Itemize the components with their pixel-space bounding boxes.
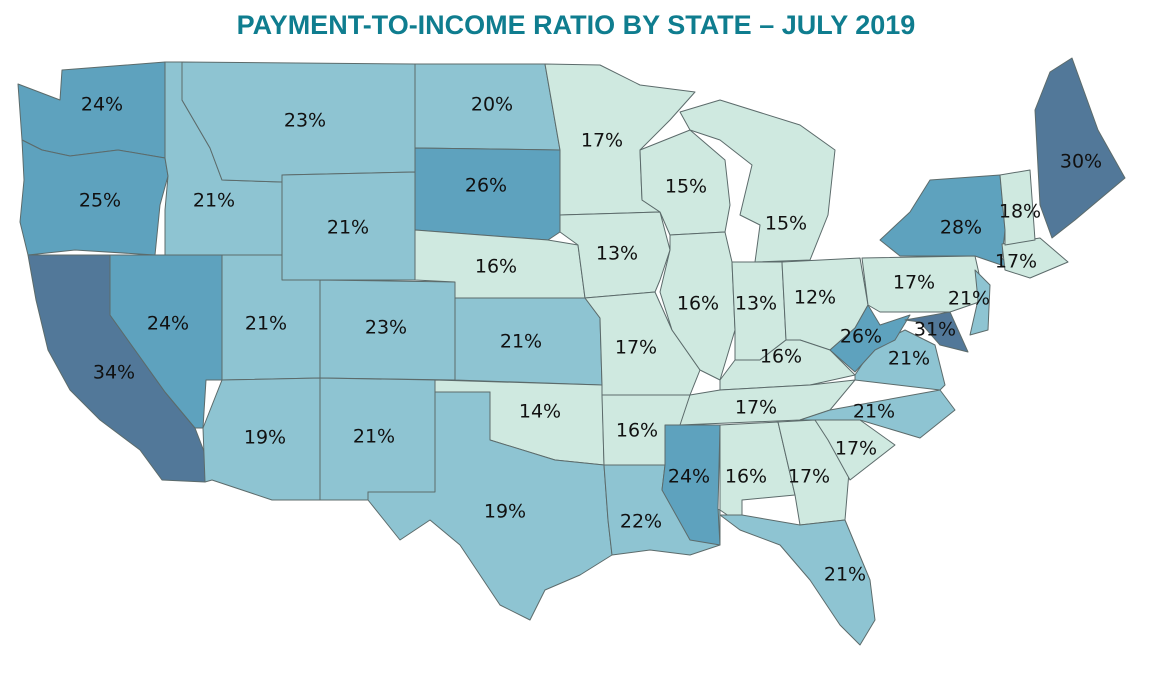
state-label-az: 19% [244,427,286,449]
state-label-mo: 17% [615,337,657,359]
state-label-ny: 28% [940,217,982,239]
state-label-oh: 12% [794,287,836,309]
state-label-fl: 21% [824,564,866,586]
state-me [1034,57,1126,239]
state-label-ar: 16% [616,420,658,442]
state-label-nj: 21% [948,288,990,310]
state-label-va: 21% [888,348,930,370]
state-or [19,139,169,256]
state-label-ca: 34% [93,362,135,384]
state-label-ga: 17% [788,466,830,488]
state-fl [719,514,876,646]
state-label-mt: 23% [284,110,326,132]
state-tx [367,391,613,621]
state-label-id: 21% [193,190,235,212]
state-label-ia: 13% [596,243,638,265]
state-il [659,231,736,381]
state-label-la: 22% [620,511,662,533]
state-label-nd: 20% [471,94,513,116]
state-label-ne: 16% [475,256,517,278]
state-label-ky: 16% [760,346,802,368]
state-label-nv: 24% [147,313,189,335]
state-label-al: 16% [725,466,767,488]
state-label-md: 31% [914,319,956,341]
state-nj [969,269,991,336]
state-label-ks: 21% [500,331,542,353]
state-label-tx: 19% [484,501,526,523]
state-label-mi: 15% [765,213,807,235]
state-label-or: 25% [79,190,121,212]
state-vt [999,169,1036,246]
state-label-tn: 17% [735,397,777,419]
state-label-co: 23% [365,317,407,339]
state-label-nm: 21% [353,426,395,448]
state-tn [679,379,856,426]
state-label-sc: 17% [835,438,877,460]
map-title: PAYMENT-TO-INCOME RATIO BY STATE – JULY … [236,10,916,40]
state-label-pa: 17% [893,272,935,294]
state-label-me: 30% [1060,151,1102,173]
states-layer [17,57,1126,646]
state-md [904,311,969,353]
state-label-ct: 17% [995,251,1037,273]
state-wv [829,304,911,373]
state-label-wa: 24% [81,94,123,116]
state-label-ok: 14% [519,401,561,423]
labels-layer: 24%25%34%21%24%23%21%21%19%23%21%20%26%1… [79,94,1102,586]
state-label-mn: 17% [581,130,623,152]
state-label-vt: 18% [999,201,1041,223]
state-label-wy: 21% [327,217,369,239]
state-label-ms: 24% [668,466,710,488]
state-label-wi: 15% [665,176,707,198]
state-label-wv: 26% [840,326,882,348]
state-label-il: 16% [677,293,719,315]
state-sd [414,147,561,241]
state-label-in: 13% [735,293,777,315]
state-nc [799,389,956,439]
state-label-sd: 26% [465,175,507,197]
state-label-nc: 21% [853,401,895,423]
state-label-ut: 21% [245,313,287,335]
